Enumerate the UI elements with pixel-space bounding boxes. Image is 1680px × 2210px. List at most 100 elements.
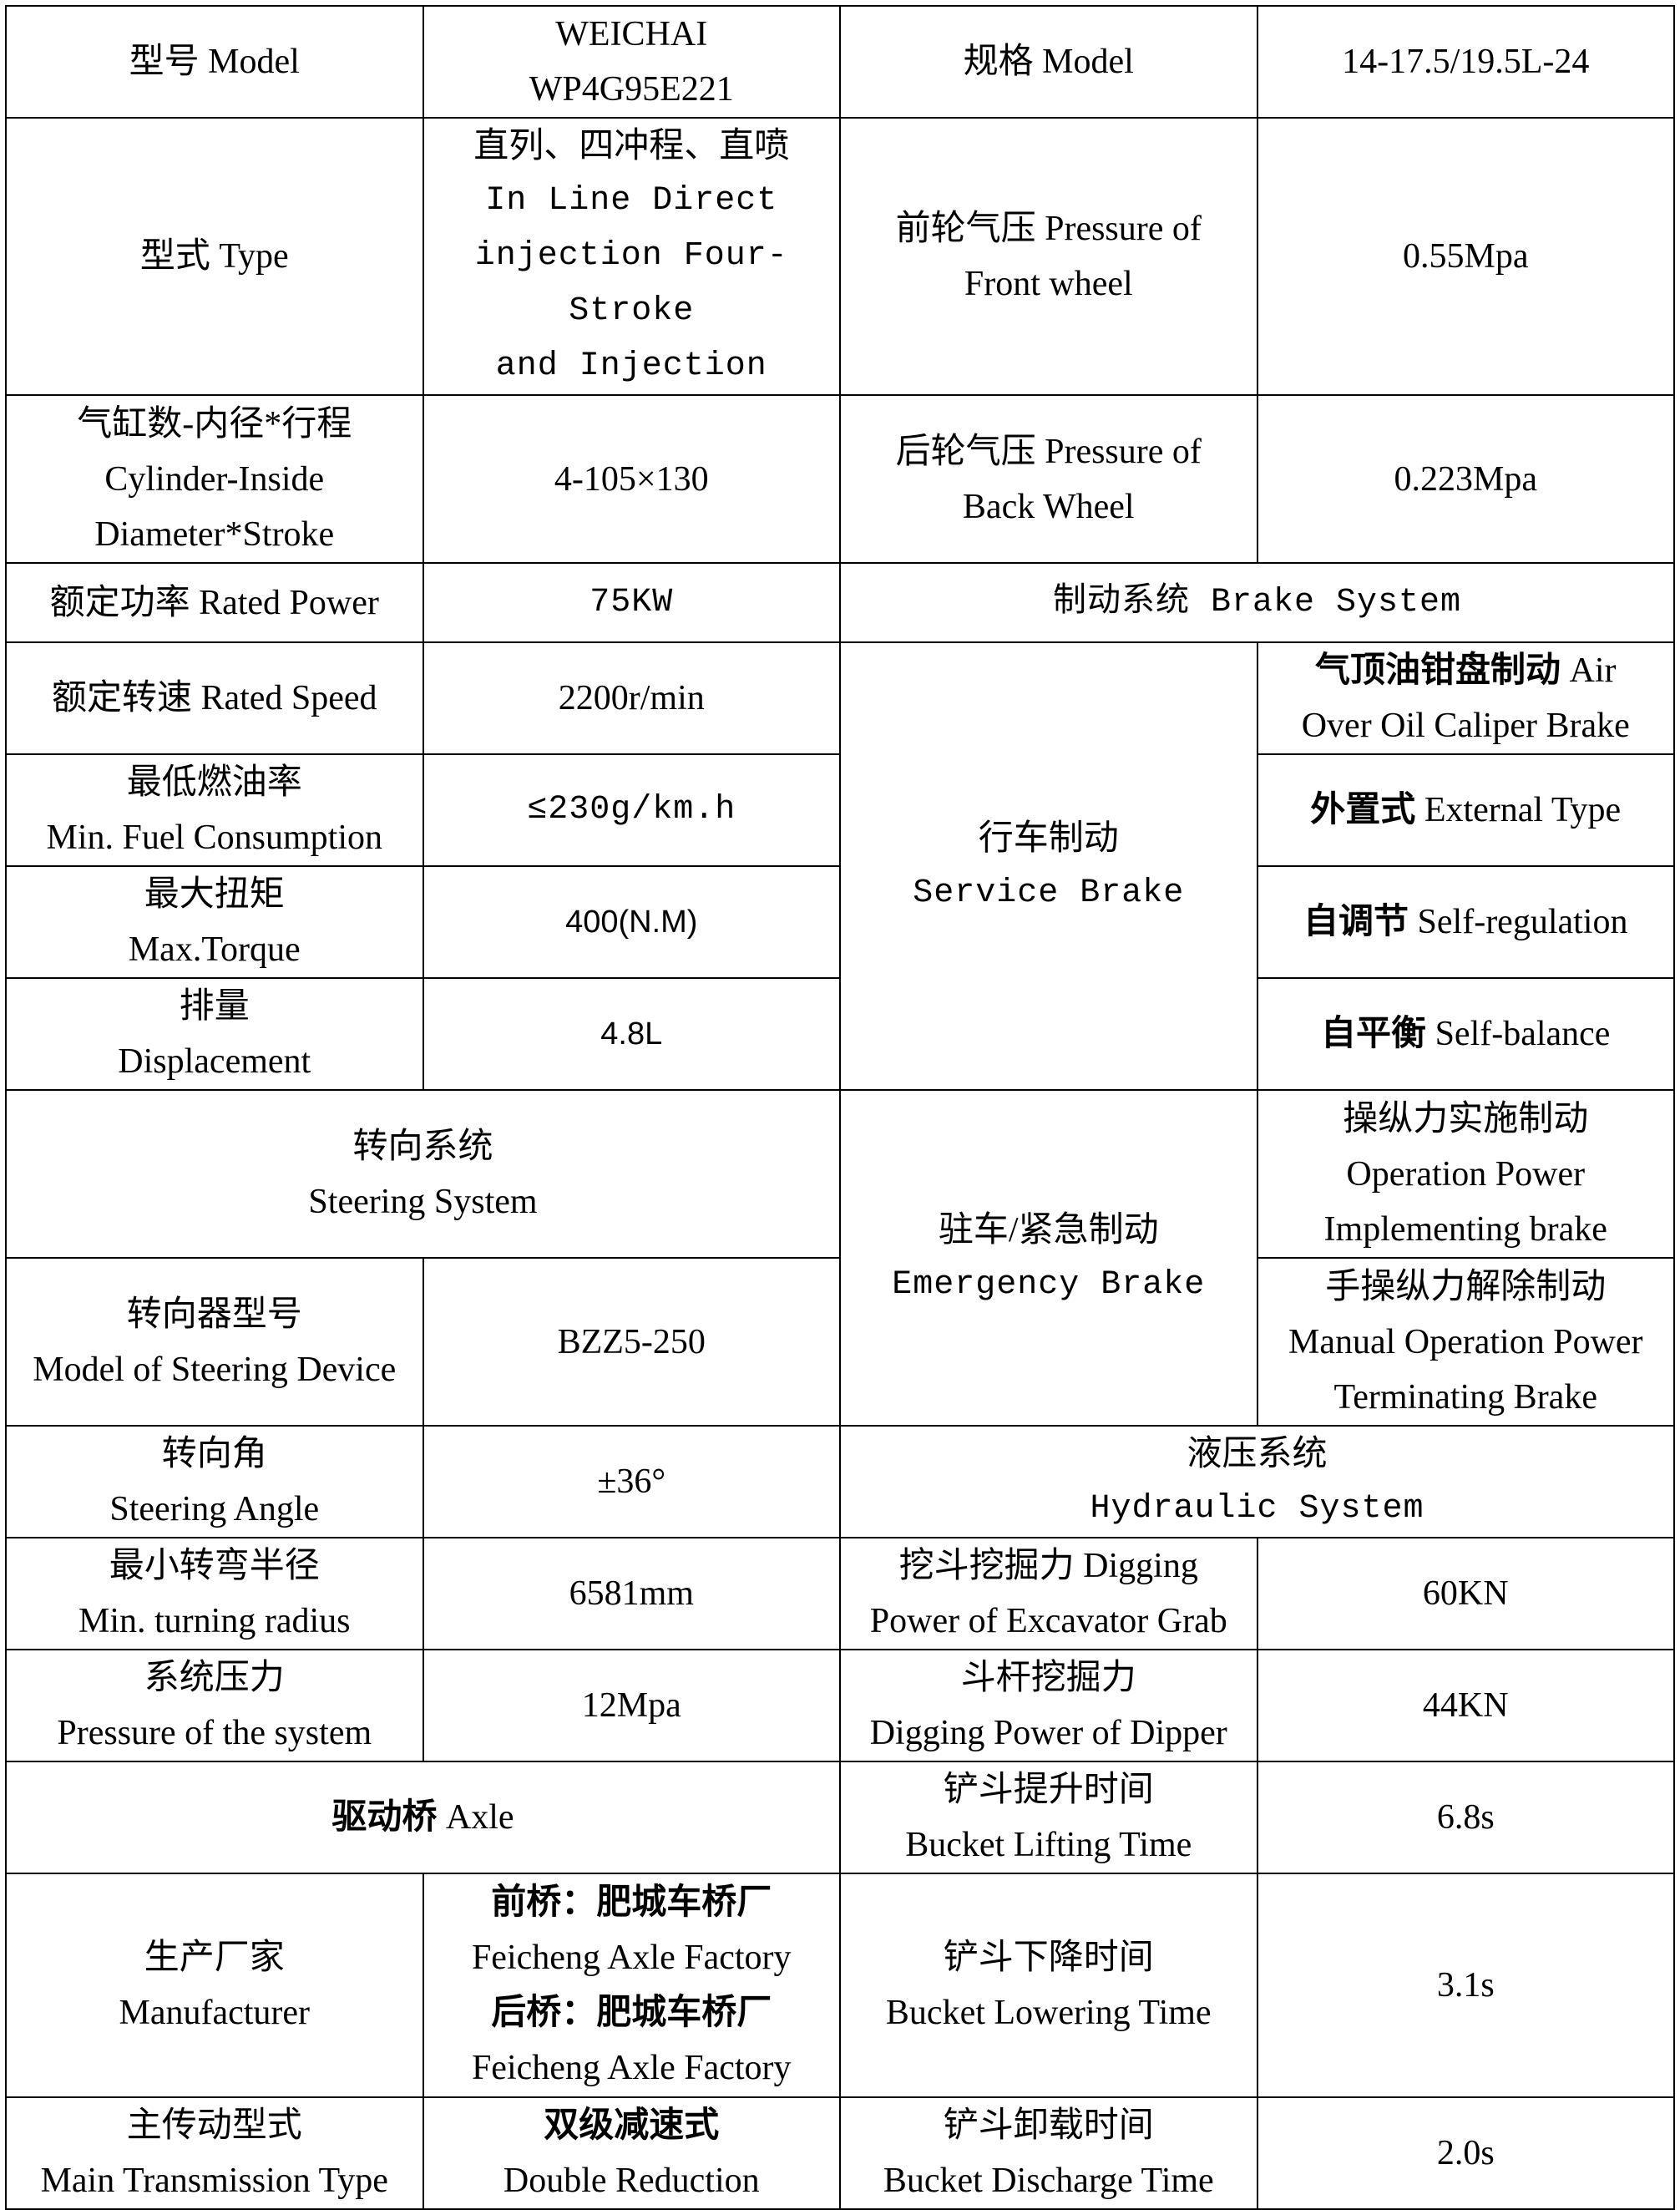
cell-text: 型式 Type bbox=[139, 237, 289, 276]
cell-text-cn: 自调节 bbox=[1303, 903, 1418, 941]
cell-text-cn: 自平衡 bbox=[1321, 1015, 1435, 1053]
cell-back-pressure-label: 后轮气压 Pressure of Back Wheel bbox=[839, 394, 1258, 564]
cell-text: Displacement bbox=[118, 1042, 311, 1081]
cell-text: Pressure of the system bbox=[57, 1714, 372, 1752]
cell-angle-value: ±36° bbox=[422, 1425, 841, 1538]
spec-table: 型号 Model WEICHAI WP4G95E221 规格 Model 14-17.5… bbox=[5, 5, 1675, 2210]
cell-angle-label: 转向角 Steering Angle bbox=[5, 1425, 424, 1538]
cell-front-pressure-label: 前轮气压 Pressure of Front wheel bbox=[839, 117, 1258, 396]
cell-text: 前桥：肥城车桥厂 bbox=[491, 1883, 772, 1922]
cell-text: injection Four-Stroke bbox=[474, 237, 788, 330]
cell-text: 75KW bbox=[590, 583, 674, 621]
table-row: 转向系统 Steering System 驻车/紧急制动 Emergency Brak… bbox=[5, 1089, 1675, 1427]
cell-text: ±36° bbox=[597, 1462, 666, 1501]
cell-text: Max.Torque bbox=[128, 930, 301, 969]
cell-displacement-value: 4.8L bbox=[422, 977, 841, 1091]
cell-text: Hydraulic System bbox=[1090, 1490, 1424, 1528]
cell-brake-2: 外置式 External Type bbox=[1256, 753, 1675, 867]
table-row: 转向角 Steering Angle ±36° 液压系统 Hydraulic Syste… bbox=[5, 1425, 1675, 1538]
cell-back-pressure-value: 0.223Mpa bbox=[1256, 394, 1675, 564]
cell-text: 12Mpa bbox=[581, 1686, 681, 1725]
cell-text: Cylinder-Inside bbox=[104, 459, 325, 499]
cell-text: Service Brake bbox=[913, 874, 1185, 912]
cell-text: BZZ5-250 bbox=[557, 1322, 706, 1361]
cell-lifting-value: 6.8s bbox=[1256, 1761, 1675, 1874]
cell-text: 后轮气压 Pressure of bbox=[895, 432, 1202, 471]
table-row: 最低燃油率 Min. Fuel Consumption ≤230g/km.h 外置式 … bbox=[5, 753, 1675, 867]
cell-steering-device-label: 转向器型号 Model of Steering Device bbox=[5, 1257, 424, 1427]
cell-text: 自平衡 Self-balance bbox=[1321, 1015, 1611, 1053]
cell-text: 4-105×130 bbox=[554, 459, 709, 499]
cell-text: 行车制动 bbox=[978, 819, 1119, 858]
cell-text: Feicheng Axle Factory bbox=[471, 1939, 792, 1977]
table-row: 型式 Type 直列、四冲程、直喷 In Line Direct injection … bbox=[5, 117, 1675, 396]
cell-text: 铲斗卸载时间 bbox=[943, 2106, 1154, 2145]
cell-transmission-value: 双级减速式 Double Reduction bbox=[422, 2096, 841, 2210]
cell-text: 驱动桥 Axle bbox=[331, 1798, 514, 1837]
cell-text: 最低燃油率 bbox=[126, 763, 302, 802]
cell-speed-label: 额定转速 Rated Speed bbox=[5, 641, 424, 755]
cell-dipper-value: 44KN bbox=[1256, 1649, 1675, 1762]
cell-text: 铲斗下降时间 bbox=[943, 1939, 1154, 1977]
cell-text: In Line Direct bbox=[485, 182, 778, 220]
cell-text: 直列、四冲程、直喷 bbox=[473, 127, 790, 165]
cell-text: Min. turning radius bbox=[78, 1602, 351, 1640]
cell-text: 驻车/紧急制动 bbox=[938, 1211, 1159, 1249]
cell-model-value: WEICHAI WP4G95E221 bbox=[422, 5, 841, 119]
cell-text: 后桥：肥城车桥厂 bbox=[491, 1994, 772, 2032]
cell-text: Main Transmission Type bbox=[40, 2162, 388, 2200]
cell-text: 外置式 External Type bbox=[1310, 791, 1622, 829]
cell-discharge-label: 铲斗卸载时间 Bucket Discharge Time bbox=[839, 2096, 1258, 2210]
cell-text: Diameter*Stroke bbox=[94, 514, 335, 554]
cell-displacement-label: 排量 Displacement bbox=[5, 977, 424, 1091]
cell-text: 手操纵力解除制动 bbox=[1325, 1267, 1607, 1306]
cell-text-cn: 外置式 bbox=[1310, 791, 1424, 829]
cell-cylinder-label: 气缸数-内径*行程 Cylinder-Inside Diameter*Stroke bbox=[5, 394, 424, 564]
cell-spec-value: 14-17.5/19.5L-24 bbox=[1256, 5, 1675, 119]
table-row: 额定功率 Rated Power 75KW 制动系统 Brake System bbox=[5, 562, 1675, 643]
cell-text: 转向器型号 bbox=[126, 1295, 302, 1334]
table-row: 驱动桥 Axle 铲斗提升时间 Bucket Lifting Time 6.8s bbox=[5, 1761, 1675, 1874]
cell-text: Power of Excavator Grab bbox=[869, 1602, 1227, 1640]
table-row: 系统压力 Pressure of the system 12Mpa 斗杆挖掘力 Digg… bbox=[5, 1649, 1675, 1762]
cell-emergency-brake: 驻车/紧急制动 Emergency Brake bbox=[839, 1089, 1258, 1427]
cell-text: Bucket Discharge Time bbox=[883, 2162, 1214, 2200]
cell-text: 6.8s bbox=[1436, 1798, 1495, 1837]
cell-emergency-1: 操纵力实施制动 Operation Power Implementing brake bbox=[1256, 1089, 1675, 1259]
cell-torque-label: 最大扭矩 Max.Torque bbox=[5, 865, 424, 979]
cell-text: 气顶油钳盘制动 Air bbox=[1314, 651, 1617, 690]
table-row: 生产厂家 Manufacturer 前桥：肥城车桥厂 Feicheng Axle Fa… bbox=[5, 1873, 1675, 2098]
cell-text: Operation Power bbox=[1346, 1154, 1586, 1194]
cell-text: 额定转速 Rated Speed bbox=[51, 679, 377, 717]
cell-text: Terminating Brake bbox=[1333, 1377, 1597, 1417]
cell-text: 3.1s bbox=[1436, 1966, 1495, 2005]
cell-text: Front wheel bbox=[964, 265, 1133, 303]
cell-model-label: 型号 Model bbox=[5, 5, 424, 119]
cell-text: 额定功率 Rated Power bbox=[49, 583, 379, 622]
cell-power-value: 75KW bbox=[422, 562, 841, 643]
cell-text: 液压系统 bbox=[1187, 1435, 1328, 1473]
cell-hydraulic-header: 液压系统 Hydraulic System bbox=[839, 1425, 1675, 1538]
cell-text: ≤230g/km.h bbox=[527, 791, 736, 829]
cell-transmission-label: 主传动型式 Main Transmission Type bbox=[5, 2096, 424, 2210]
cell-text: 双级减速式 bbox=[544, 2106, 720, 2145]
cell-grab-label: 挖斗挖掘力 Digging Power of Excavator Grab bbox=[839, 1537, 1258, 1650]
table-row: 最小转弯半径 Min. turning radius 6581mm 挖斗挖掘力 Dig… bbox=[5, 1537, 1675, 1650]
cell-lowering-value: 3.1s bbox=[1256, 1873, 1675, 2098]
cell-text: 主传动型式 bbox=[126, 2106, 302, 2145]
cell-manufacturer-label: 生产厂家 Manufacturer bbox=[5, 1873, 424, 2098]
cell-type-value: 直列、四冲程、直喷 In Line Direct injection Four-St… bbox=[422, 117, 841, 396]
cell-lifting-label: 铲斗提升时间 Bucket Lifting Time bbox=[839, 1761, 1258, 1874]
cell-text: 斗杆挖掘力 bbox=[960, 1659, 1136, 1697]
cell-system-pressure-value: 12Mpa bbox=[422, 1649, 841, 1762]
table-row: 转向器型号 Model of Steering Device BZZ5-250 手操纵… bbox=[5, 1257, 1675, 1427]
cell-text: 0.223Mpa bbox=[1394, 459, 1538, 499]
cell-emergency-2: 手操纵力解除制动 Manual Operation Power Terminatin… bbox=[1256, 1257, 1675, 1427]
cell-brake-3: 自调节 Self-regulation bbox=[1256, 865, 1675, 979]
cell-grab-value: 60KN bbox=[1256, 1537, 1675, 1650]
cell-text: Bucket Lifting Time bbox=[905, 1826, 1192, 1864]
table-row: 最大扭矩 Max.Torque 400(N.M) 自调节 Self-regulatio… bbox=[5, 865, 1675, 979]
cell-text: 4.8L bbox=[600, 1016, 663, 1052]
cell-brake-1: 气顶油钳盘制动 Air Over Oil Caliper Brake bbox=[1256, 641, 1675, 755]
cell-axle-header: 驱动桥 Axle bbox=[5, 1761, 841, 1874]
